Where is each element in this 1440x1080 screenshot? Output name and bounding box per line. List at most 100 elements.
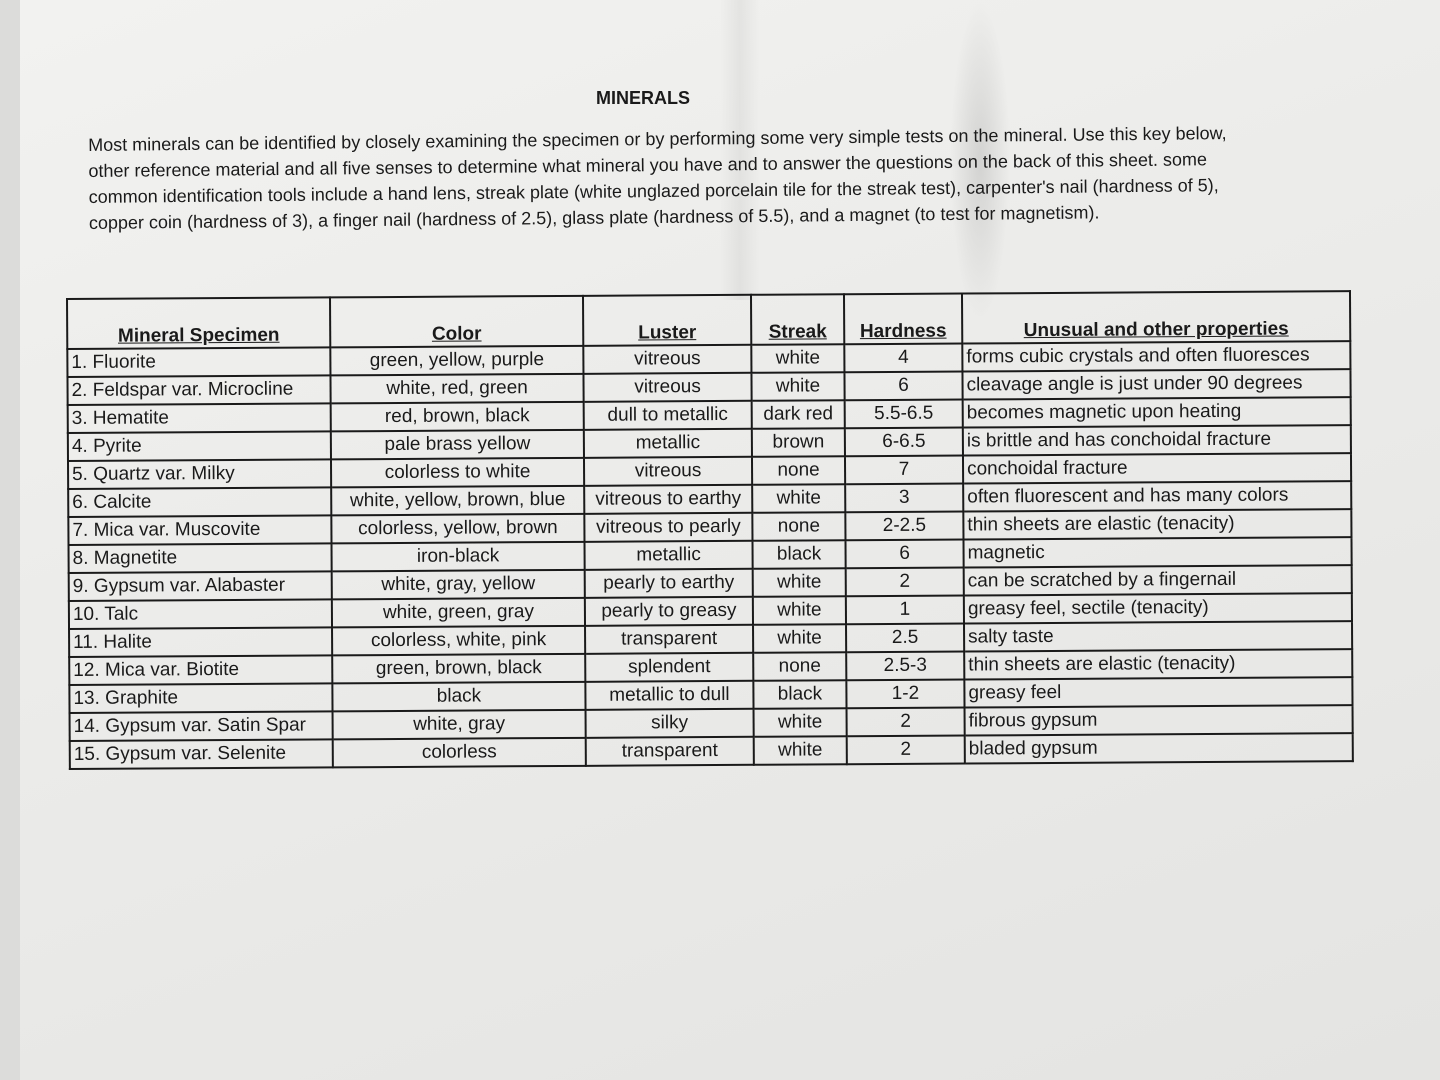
cell-color: colorless, white, pink [332, 625, 586, 656]
cell-mineral: 12. Mica var. Biotite [69, 655, 333, 685]
cell-color: white, red, green [330, 373, 584, 404]
cell-mineral: 1. Fluorite [67, 347, 331, 377]
table-header-row: Mineral Specimen Color Luster Streak Har… [67, 291, 1351, 349]
cell-luster: vitreous to earthy [584, 484, 753, 514]
cell-streak: none [753, 652, 847, 681]
intro-paragraph: Most minerals can be identified by close… [88, 123, 1227, 233]
cell-mineral: 10. Talc [68, 599, 333, 629]
cell-properties: greasy feel, sectile (tenacity) [963, 593, 1352, 624]
page-title: MINERALS [596, 88, 690, 108]
cell-streak: white [752, 568, 846, 597]
cell-luster: dull to metallic [583, 400, 752, 430]
cell-mineral: 6. Calcite [68, 487, 332, 517]
cell-properties: is brittle and has conchoidal fracture [962, 425, 1351, 456]
cell-color: green, yellow, purple [330, 345, 584, 376]
header-properties: Unusual and other properties [961, 291, 1351, 344]
cell-properties: thin sheets are elastic (tenacity) [963, 509, 1352, 540]
cell-properties: bladed gypsum [964, 733, 1353, 764]
cell-color: colorless [332, 737, 586, 768]
cell-mineral: 5. Quartz var. Milky [67, 459, 332, 489]
cell-mineral: 7. Mica var. Muscovite [68, 515, 332, 545]
cell-color: black [332, 681, 586, 712]
cell-luster: pearly to earthy [584, 568, 753, 598]
cell-luster: splendent [585, 652, 754, 682]
cell-streak: white [753, 624, 847, 653]
cell-color: iron-black [331, 541, 585, 572]
cell-mineral: 15. Gypsum var. Selenite [69, 739, 333, 769]
cell-properties: becomes magnetic upon heating [962, 397, 1351, 428]
cell-color: pale brass yellow [330, 429, 584, 460]
cell-hardness: 1 [845, 595, 965, 625]
paper-fold [720, 0, 760, 300]
cell-mineral: 11. Halite [69, 627, 333, 657]
cell-mineral: 3. Hematite [67, 403, 331, 433]
cell-mineral: 8. Magnetite [68, 543, 332, 573]
cell-hardness: 2 [845, 567, 964, 597]
header-streak: Streak [750, 294, 845, 345]
cell-hardness: 7 [844, 455, 964, 485]
cell-properties: conchoidal fracture [962, 453, 1352, 484]
cell-streak: white [752, 596, 847, 625]
cell-luster: metallic [584, 540, 753, 570]
cell-hardness: 2-2.5 [845, 511, 964, 541]
cell-color: white, yellow, brown, blue [331, 485, 585, 516]
cell-hardness: 3 [845, 483, 964, 513]
cell-streak: dark red [751, 400, 845, 429]
header-color: Color [330, 295, 584, 348]
cell-streak: white [753, 736, 847, 765]
cell-properties: salty taste [964, 621, 1353, 652]
cell-hardness: 4 [844, 343, 963, 373]
cell-luster: silky [585, 708, 754, 738]
cell-mineral: 2. Feldspar var. Microcline [67, 375, 331, 405]
cell-properties: can be scratched by a fingernail [963, 565, 1352, 596]
cell-streak: none [751, 456, 846, 485]
cell-streak: brown [751, 428, 845, 457]
cell-luster: transparent [585, 624, 754, 654]
cell-streak: white [753, 708, 847, 737]
cell-color: white, green, gray [331, 597, 586, 628]
minerals-table: Mineral Specimen Color Luster Streak Har… [66, 290, 1354, 770]
cell-mineral: 13. Graphite [69, 683, 333, 713]
cell-streak: black [752, 540, 846, 569]
cell-luster: metallic to dull [585, 680, 754, 710]
cell-color: colorless, yellow, brown [331, 513, 585, 544]
cell-properties: fibrous gypsum [964, 705, 1353, 736]
cell-luster: vitreous to pearly [584, 512, 753, 542]
cell-color: white, gray [332, 709, 586, 740]
cell-luster: transparent [585, 736, 754, 766]
cell-luster: vitreous [583, 344, 752, 374]
cell-properties: often fluorescent and has many colors [963, 481, 1352, 512]
cell-properties: thin sheets are elastic (tenacity) [964, 649, 1353, 680]
cell-mineral: 4. Pyrite [67, 431, 331, 461]
cell-hardness: 2 [846, 707, 965, 737]
header-luster: Luster [582, 294, 752, 346]
cell-streak: none [752, 512, 846, 541]
header-hardness: Hardness [843, 293, 963, 345]
cell-properties: greasy feel [964, 677, 1353, 708]
cell-color: green, brown, black [332, 653, 586, 684]
cell-hardness: 6 [845, 539, 964, 569]
cell-luster: vitreous [583, 372, 752, 402]
cell-color: red, brown, black [330, 401, 584, 432]
cell-hardness: 2.5-3 [846, 651, 965, 681]
cell-hardness: 5.5-6.5 [844, 399, 963, 429]
cell-streak: black [753, 680, 847, 709]
cell-hardness: 1-2 [846, 679, 965, 709]
cell-hardness: 6 [844, 371, 963, 401]
cell-hardness: 2.5 [846, 623, 965, 653]
cell-color: colorless to white [330, 457, 585, 488]
cell-mineral: 9. Gypsum var. Alabaster [68, 571, 332, 601]
cell-hardness: 2 [846, 735, 965, 765]
cell-luster: pearly to greasy [584, 596, 754, 626]
cell-streak: white [752, 484, 846, 513]
cell-properties: forms cubic crystals and often fluoresce… [962, 341, 1351, 372]
header-mineral: Mineral Specimen [67, 297, 331, 349]
cell-color: white, gray, yellow [331, 569, 585, 600]
cell-luster: vitreous [583, 456, 753, 486]
cell-hardness: 6-6.5 [844, 427, 963, 457]
cell-mineral: 14. Gypsum var. Satin Spar [69, 711, 333, 741]
cell-streak: white [751, 372, 845, 401]
cell-streak: white [751, 344, 845, 373]
cell-luster: metallic [583, 428, 752, 458]
cell-properties: magnetic [963, 537, 1352, 568]
